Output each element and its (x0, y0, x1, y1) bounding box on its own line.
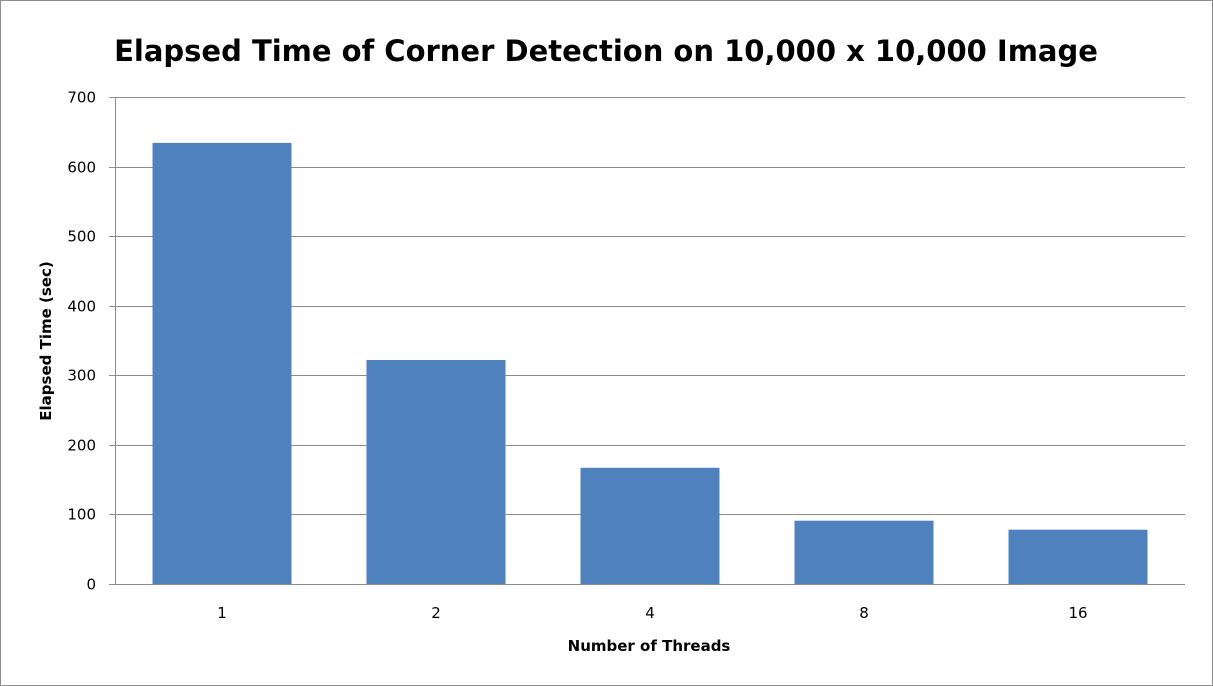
y-axis-title: Elapsed Time (sec) (37, 261, 55, 420)
x-tick-label: 8 (859, 604, 869, 622)
bar-threads-2 (366, 360, 506, 584)
chart-title: Elapsed Time of Corner Detection on 10,0… (114, 34, 1098, 68)
x-tick-label: 4 (645, 604, 655, 622)
y-tick-label: 300 (67, 367, 96, 385)
y-tick-label: 0 (86, 576, 96, 594)
y-tick-label: 100 (67, 506, 96, 524)
bar-threads-8 (794, 520, 934, 584)
y-tick-label: 600 (67, 159, 96, 177)
axes (109, 97, 1185, 585)
x-tick-label: 16 (1068, 604, 1087, 622)
x-tick-label: 1 (217, 604, 227, 622)
bars (152, 142, 1148, 584)
y-tick-label: 500 (67, 228, 96, 246)
x-axis-title: Number of Threads (568, 637, 731, 655)
x-tick-labels: 1 2 4 8 16 (217, 604, 1087, 622)
x-tick-label: 2 (431, 604, 441, 622)
y-tick-labels: 0 100 200 300 400 500 600 700 (67, 89, 96, 594)
bar-threads-1 (152, 142, 292, 584)
y-tick-label: 700 (67, 89, 96, 107)
gridlines (115, 97, 1185, 515)
y-tick-label: 400 (67, 298, 96, 316)
bar-threads-16 (1008, 529, 1148, 584)
bar-threads-4 (580, 467, 720, 584)
y-tick-label: 200 (67, 437, 96, 455)
